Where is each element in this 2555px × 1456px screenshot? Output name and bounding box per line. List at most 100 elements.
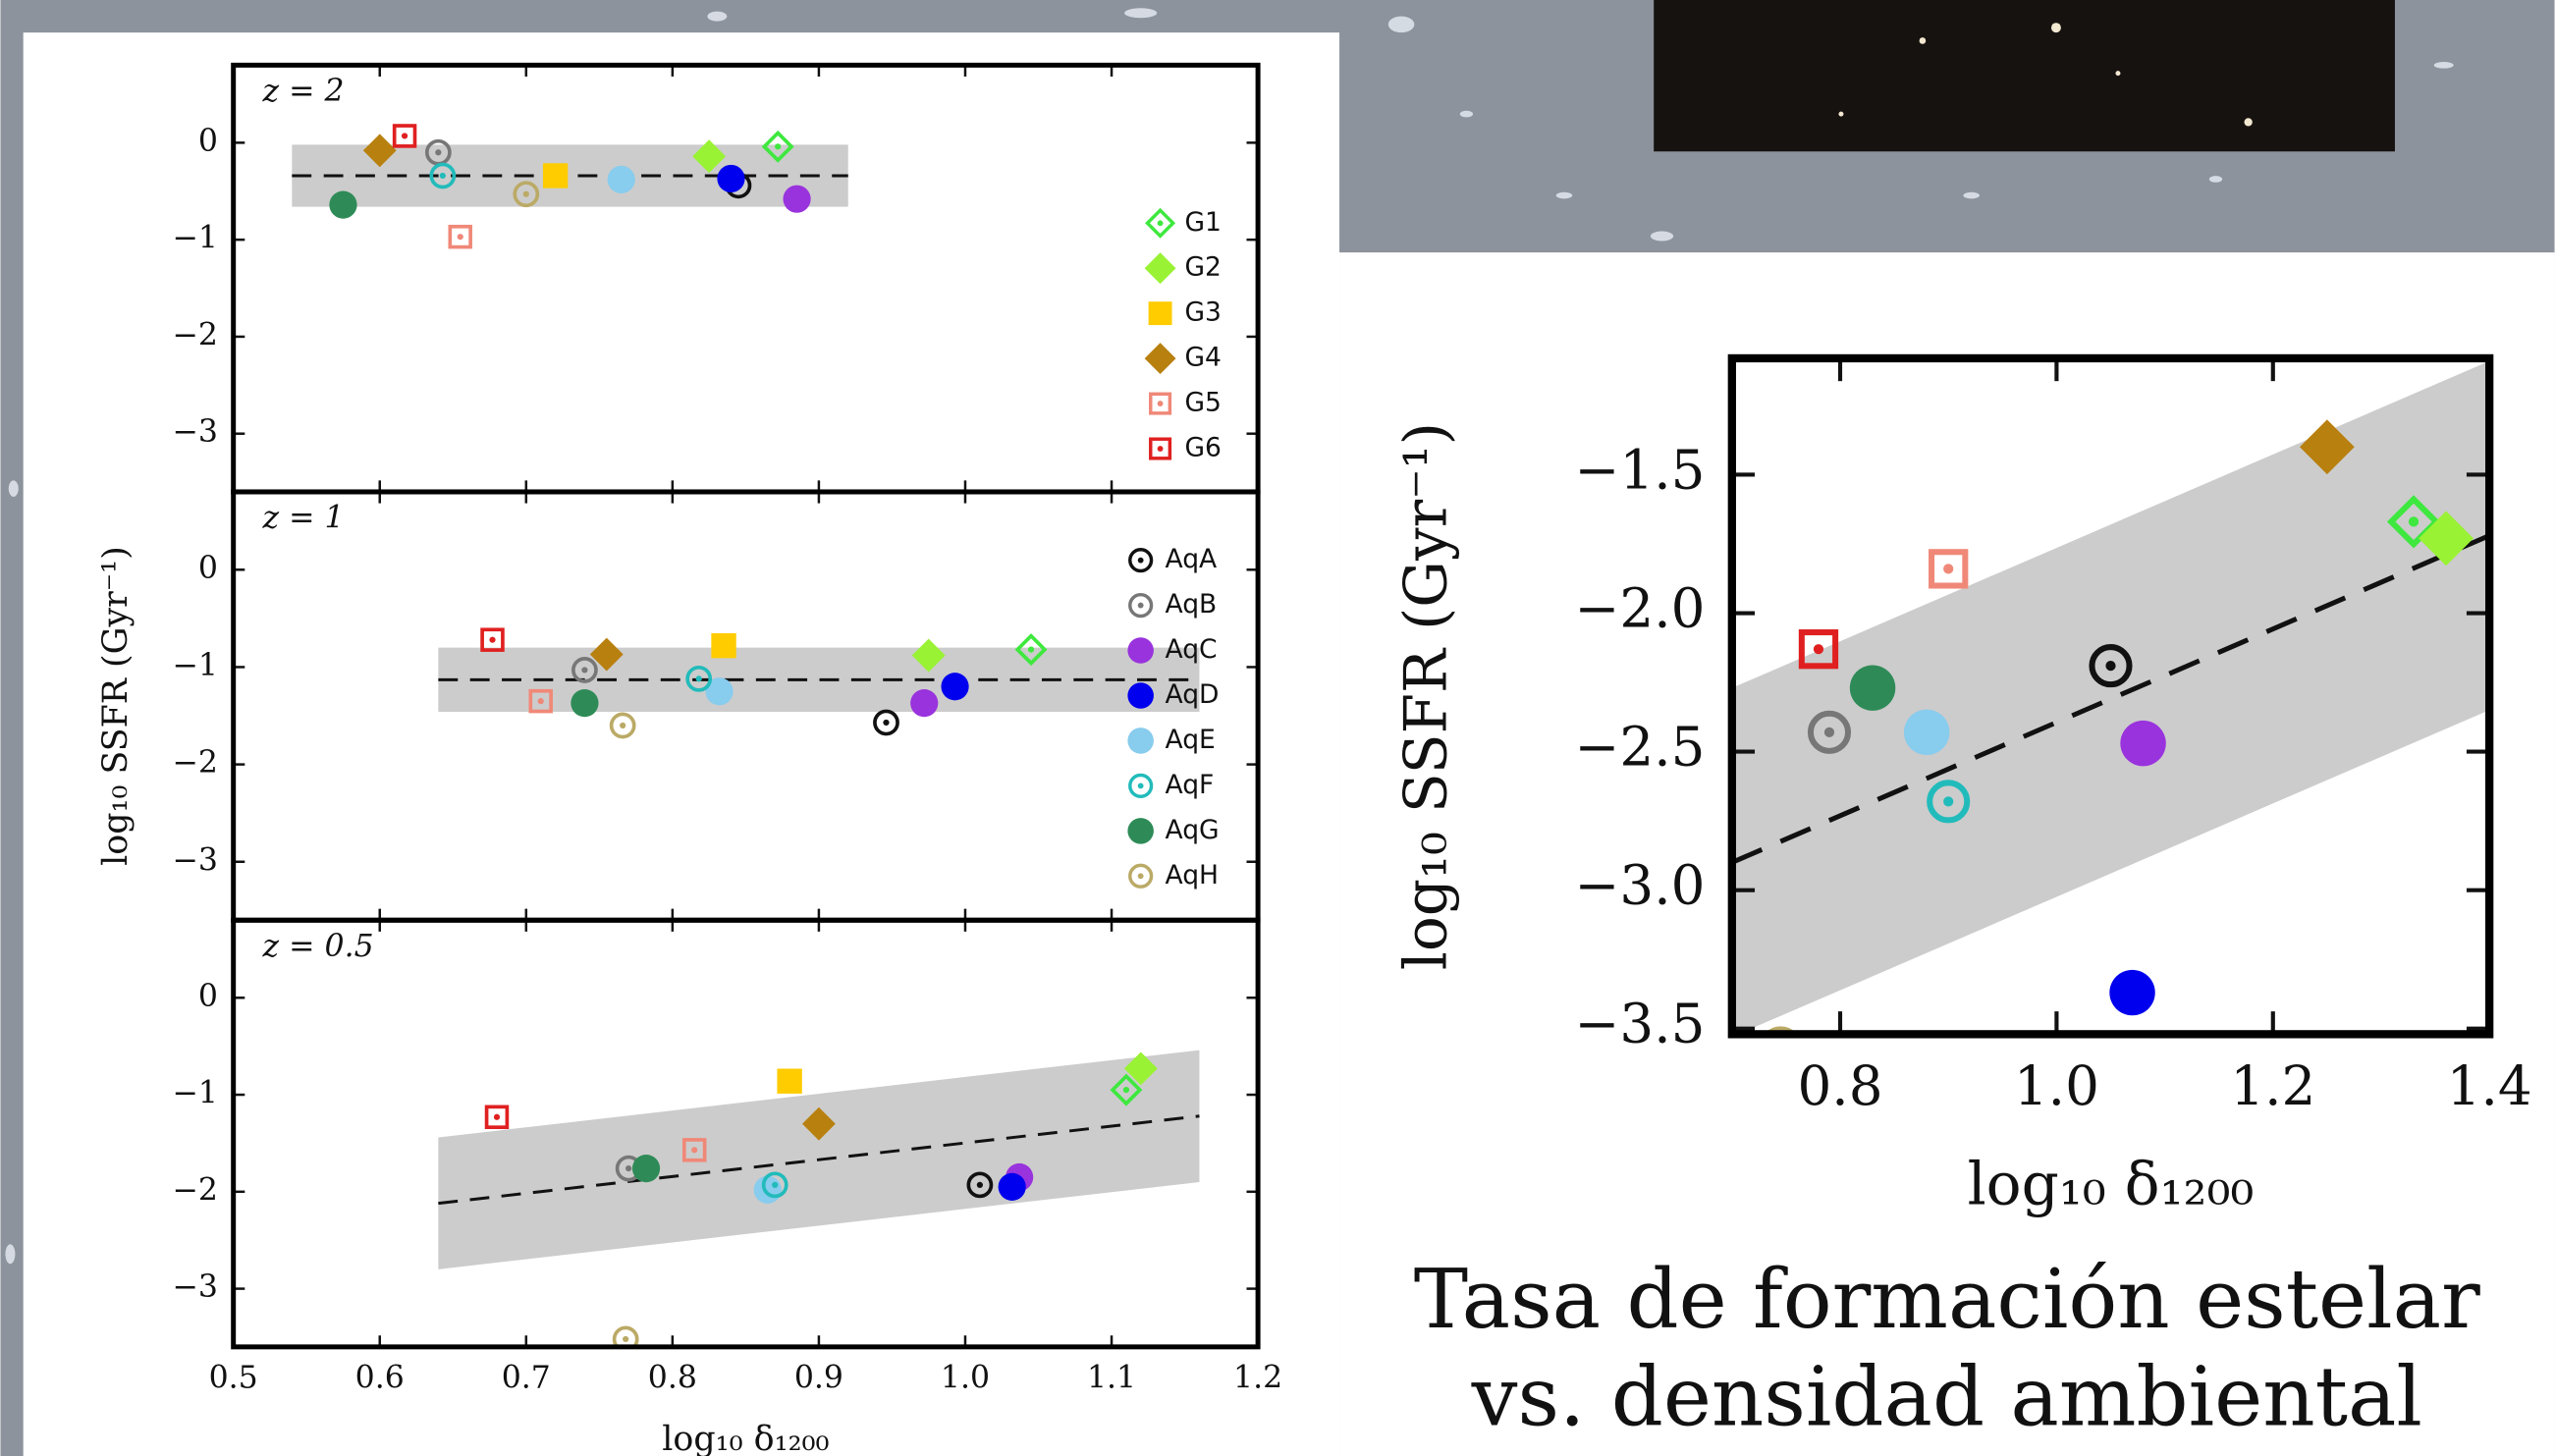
- marker: [631, 1155, 661, 1183]
- legend-label: G3: [1184, 297, 1221, 328]
- marker-dot: [775, 143, 782, 150]
- marker-shape: [571, 689, 599, 718]
- marker: [607, 165, 635, 194]
- marker-shape: [911, 638, 946, 673]
- marker: [685, 665, 713, 692]
- marker: [1123, 1052, 1158, 1086]
- marker: [392, 124, 417, 148]
- marker: [1128, 863, 1154, 889]
- x-tick-label: 0.6: [355, 1360, 405, 1395]
- x-tick-label: 1.4: [2447, 1054, 2532, 1117]
- marker-dot: [1157, 220, 1164, 227]
- marker-shape: [761, 1171, 788, 1199]
- marker-shape: [480, 627, 505, 652]
- marker: [998, 1172, 1026, 1201]
- marker: [801, 1106, 836, 1141]
- marker: [2109, 969, 2155, 1016]
- marker-shape: [998, 1172, 1026, 1201]
- x-tick-label: 0.8: [648, 1360, 697, 1395]
- marker: [1128, 592, 1154, 619]
- caption-line: vs. densidad ambiental: [1471, 1349, 2422, 1444]
- panel-label: z = 2: [262, 74, 345, 109]
- marker: [542, 163, 569, 189]
- marker-shape: [753, 1175, 782, 1204]
- marker-dot: [883, 719, 890, 727]
- x-tick-label: 1.0: [2014, 1054, 2099, 1117]
- marker: [761, 130, 794, 163]
- fit-line: [438, 1114, 1200, 1206]
- marker-dot: [1157, 446, 1164, 452]
- marker-shape: [910, 689, 939, 718]
- marker: [480, 627, 505, 652]
- marker-shape: [2300, 419, 2355, 475]
- marker: [910, 689, 939, 718]
- marker: [783, 185, 811, 213]
- fit-band: [1731, 360, 2490, 1035]
- marker: [692, 139, 727, 174]
- marker-dot: [522, 190, 529, 197]
- marker: [1807, 710, 1852, 754]
- marker-shape: [571, 657, 598, 683]
- marker-shape: [1807, 710, 1852, 754]
- marker-shape: [1127, 728, 1154, 754]
- galaxy-image: [1654, 0, 2395, 152]
- marker-shape: [607, 165, 635, 194]
- legend-label: G2: [1184, 252, 1221, 283]
- plot-frame: [1727, 353, 2494, 1039]
- marker: [528, 688, 553, 714]
- marker-shape: [1149, 437, 1172, 460]
- marker-shape: [1764, 1026, 1798, 1035]
- marker-shape: [1149, 392, 1172, 415]
- marker: [429, 162, 457, 189]
- marker: [1128, 548, 1154, 573]
- marker-dot: [581, 667, 588, 674]
- marker: [1798, 629, 1839, 670]
- marker-shape: [2089, 644, 2133, 688]
- y-tick-label: 0: [198, 124, 218, 159]
- marker-shape: [1128, 592, 1154, 619]
- marker-shape: [1128, 863, 1154, 889]
- marker: [1927, 780, 1971, 824]
- marker: [571, 689, 599, 718]
- marker-shape: [1128, 548, 1154, 573]
- galaxy-image-stars: [1838, 23, 2253, 127]
- marker: [609, 712, 636, 739]
- marker-dot: [2105, 661, 2116, 672]
- y-tick-label: −3.5: [1575, 993, 1706, 1055]
- marker-shape: [692, 139, 727, 174]
- y-tick-label: −3: [172, 414, 217, 450]
- marker: [1903, 709, 1950, 756]
- stars: [5, 8, 2454, 1265]
- marker: [1127, 818, 1154, 844]
- marker-shape: [513, 181, 540, 208]
- y-axis-label: log₁₀ SSFR (Gyr⁻¹): [96, 546, 136, 866]
- marker-shape: [1798, 629, 1839, 670]
- marker-shape: [777, 1068, 802, 1094]
- y-tick-label: −1.5: [1575, 438, 1706, 501]
- legend-label: AqC: [1166, 634, 1218, 665]
- marker-dot: [439, 172, 446, 180]
- marker-dot: [1122, 1086, 1130, 1094]
- legend-label: G5: [1184, 388, 1221, 418]
- marker-shape: [589, 637, 624, 672]
- marker-shape: [685, 665, 713, 692]
- marker-shape: [1110, 1073, 1143, 1106]
- marker-shape: [612, 1325, 639, 1347]
- legend-label: AqH: [1166, 860, 1219, 890]
- marker-dot: [1813, 644, 1824, 655]
- marker: [681, 1138, 707, 1162]
- marker-shape: [1849, 665, 1896, 711]
- marker-shape: [941, 673, 969, 701]
- marker-dot: [1943, 796, 1954, 807]
- marker: [329, 190, 357, 219]
- marker-shape: [1929, 549, 1969, 589]
- marker-dot: [401, 133, 408, 139]
- marker-dot: [620, 722, 626, 729]
- marker-dot: [537, 698, 544, 705]
- marker-shape: [2386, 495, 2441, 549]
- y-tick-label: 0: [198, 551, 218, 586]
- marker-shape: [1145, 207, 1176, 239]
- x-tick-label: 0.9: [794, 1360, 843, 1395]
- marker: [1764, 1026, 1798, 1035]
